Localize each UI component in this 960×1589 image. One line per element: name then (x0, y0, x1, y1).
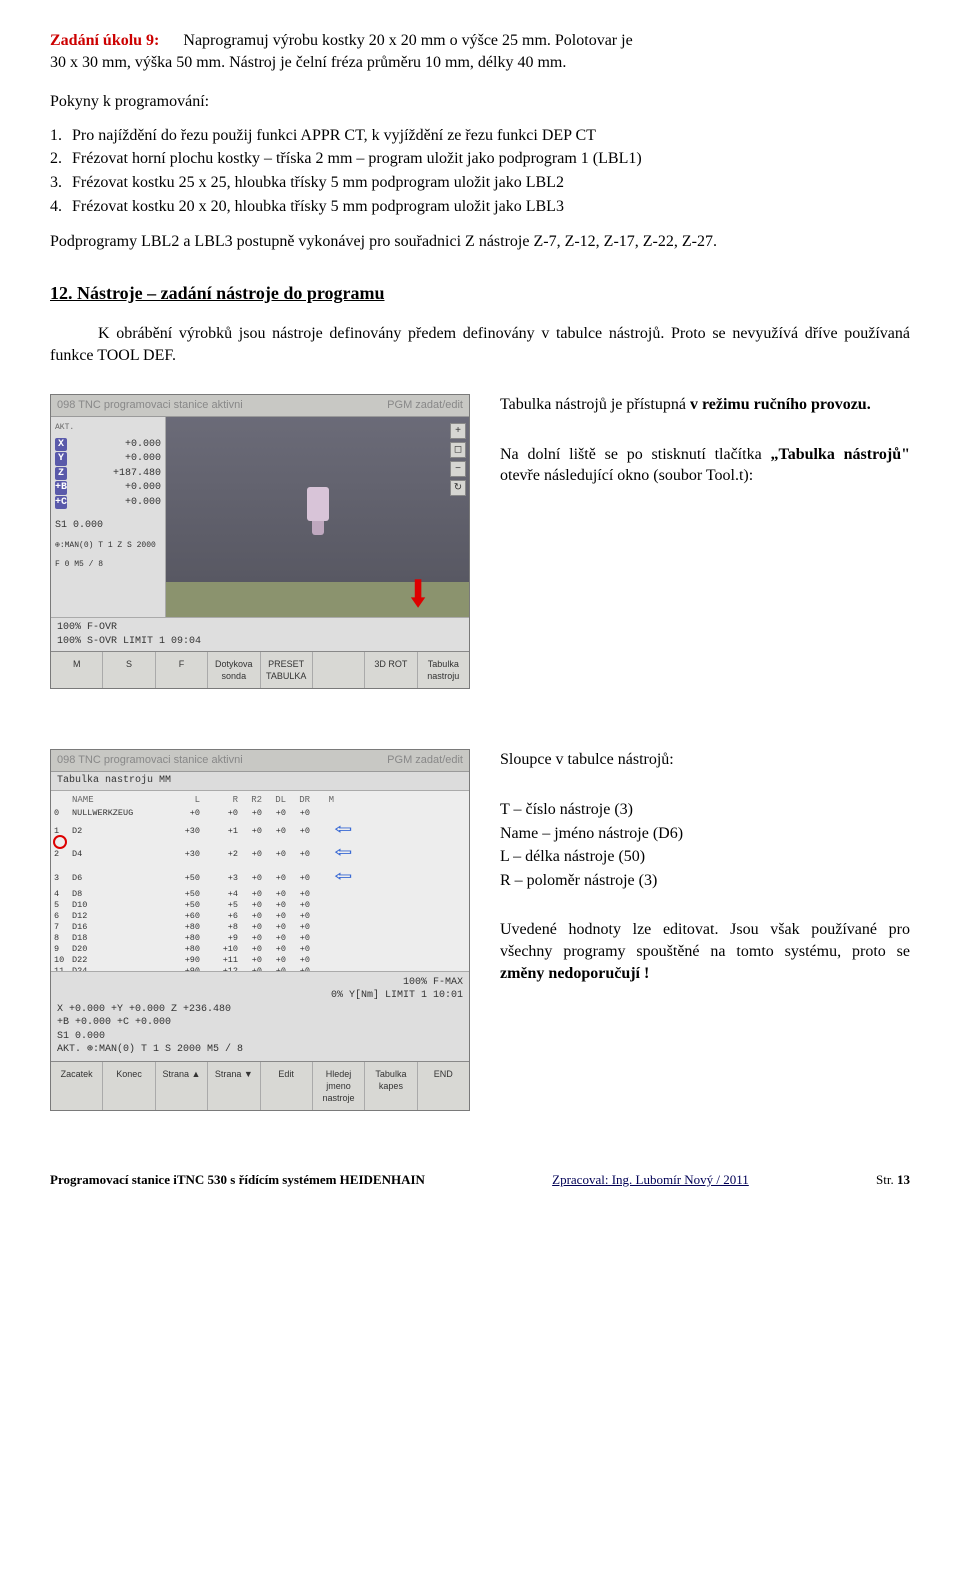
table-row[interactable]: 1D2+30+1+0+0+0⇦ (54, 819, 466, 842)
pointer-arrow-icon: ⬇ (407, 570, 428, 619)
subroutine-note: Podprogramy LBL2 a LBL3 postupně vykonáv… (50, 231, 910, 253)
softkey-button[interactable]: Strana ▲ (156, 1062, 208, 1110)
footer-mid: Zpracoval: Ing. Lubomír Nový / 2011 (552, 1171, 749, 1189)
arrow-left-icon: ⇦ (335, 842, 352, 865)
page-footer: Programovací stanice iTNC 530 s řídícím … (50, 1171, 910, 1189)
tnc-tooltable-screenshot: 098 TNC programovaci stanice aktivni PGM… (50, 749, 470, 1111)
table-row[interactable]: 5D10+50+5+0+0+0 (54, 900, 466, 911)
tnc2-softkey-bar: ZacatekKonecStrana ▲Strana ▼EditHledej j… (51, 1061, 469, 1110)
table-row[interactable]: 4D8+50+4+0+0+0 (54, 889, 466, 900)
footer-left: Programovací stanice iTNC 530 s řídícím … (50, 1171, 425, 1189)
tnc-manual-screenshot: 098 TNC programovaci stanice aktivni PGM… (50, 394, 470, 689)
softkey-button[interactable]: Tabulka nastroju (418, 652, 469, 688)
step-2: Frézovat horní plochu kostky – tříska 2 … (72, 148, 642, 170)
softkey-button[interactable]: Dotykova sonda (208, 652, 260, 688)
table-row[interactable]: 3D6+50+3+0+0+0⇦ (54, 866, 466, 889)
tnc2-subtitle: Tabulka nastroju MM (51, 772, 469, 791)
task-text-1: Naprogramuj výrobu kostky 20 x 20 mm o v… (183, 32, 632, 49)
softkey-button[interactable]: Edit (261, 1062, 313, 1110)
table-row[interactable]: 8D18+80+9+0+0+0 (54, 933, 466, 944)
instructions-label: Pokyny k programování: (50, 91, 910, 113)
softkey-button[interactable]: S (103, 652, 155, 688)
softkey-button[interactable]: Konec (103, 1062, 155, 1110)
softkey-button[interactable]: END (418, 1062, 469, 1110)
tnc1-3d-view: + ◻ − ↻ ⬇ (166, 417, 469, 617)
softkey-button[interactable]: Strana ▼ (208, 1062, 260, 1110)
table-row[interactable]: 6D12+60+6+0+0+0 (54, 911, 466, 922)
tnc1-titlebar: 098 TNC programovaci stanice aktivni PGM… (51, 395, 469, 417)
section-12-para: K obrábění výrobků jsou nástroje definov… (50, 323, 910, 366)
zoom-in-icon[interactable]: + (450, 423, 466, 439)
table-row[interactable]: 0NULLWERKZEUG+0+0+0+0+0 (54, 808, 466, 819)
table-row[interactable]: 2D4+30+2+0+0+0⇦ (54, 842, 466, 865)
figure-1-side-text: Tabulka nástrojů je přístupná v režimu r… (500, 394, 910, 515)
arrow-left-icon: ⇦ (335, 819, 352, 842)
softkey-button[interactable]: Hledej jmeno nastroje (313, 1062, 365, 1110)
figure-2-row: 098 TNC programovaci stanice aktivni PGM… (50, 749, 910, 1111)
tnc1-coord-panel: AKT. X+0.000Y+0.000Z+187.480+B+0.000+C+0… (51, 417, 166, 617)
softkey-button[interactable]: 3D ROT (365, 652, 417, 688)
task-heading: Zadání úkolu 9: Naprogramuj výrobu kostk… (50, 30, 910, 73)
tnc2-status-panel: 100% F-MAX 0% Y[Nm] LIMIT 1 10:01 X +0.0… (51, 971, 469, 1061)
softkey-button[interactable]: Zacatek (51, 1062, 103, 1110)
highlight-circle-icon (53, 835, 67, 849)
softkey-button[interactable]: Tabulka kapes (365, 1062, 417, 1110)
rotate-icon[interactable]: ↻ (450, 480, 466, 496)
softkey-button[interactable]: F (156, 652, 208, 688)
footer-right: Str. 13 (876, 1171, 910, 1189)
figure-1-row: 098 TNC programovaci stanice aktivni PGM… (50, 394, 910, 689)
view-icon[interactable]: ◻ (450, 442, 466, 458)
task-text-2: 30 x 30 mm, výška 50 mm. Nástroj je čeln… (50, 54, 566, 71)
zoom-out-icon[interactable]: − (450, 461, 466, 477)
step-1: Pro najíždění do řezu použij funkci APPR… (72, 125, 596, 147)
tnc2-tool-table: NAMELRR2DLDRM 0NULLWERKZEUG+0+0+0+0+01D2… (51, 791, 469, 971)
tnc1-override-panel: 100% F-OVR 100% S-OVR LIMIT 1 09:04 (51, 617, 469, 651)
step-3: Frézovat kostku 25 x 25, hloubka třísky … (72, 172, 564, 194)
table-row[interactable]: 11D24+90+12+0+0+0 (54, 966, 466, 970)
step-4: Frézovat kostku 20 x 20, hloubka třísky … (72, 196, 564, 218)
tnc1-softkey-bar: MSFDotykova sondaPRESET TABULKA 3D ROTTab… (51, 651, 469, 688)
softkey-button[interactable]: PRESET TABULKA (261, 652, 313, 688)
table-row[interactable]: 7D16+80+8+0+0+0 (54, 922, 466, 933)
softkey-button[interactable] (313, 652, 365, 688)
table-row[interactable]: 10D22+90+11+0+0+0 (54, 955, 466, 966)
tnc2-titlebar: 098 TNC programovaci stanice aktivni PGM… (51, 750, 469, 772)
task-label: Zadání úkolu 9: (50, 32, 159, 49)
arrow-left-icon: ⇦ (335, 866, 352, 889)
section-12-title: 12. Nástroje – zadání nástroje do progra… (50, 281, 910, 305)
softkey-button[interactable]: M (51, 652, 103, 688)
instruction-steps: 1.Pro najíždění do řezu použij funkci AP… (50, 125, 910, 217)
table-row[interactable]: 9D20+80+10+0+0+0 (54, 944, 466, 955)
figure-2-side-text: Sloupce v tabulce nástrojů: T – číslo ná… (500, 749, 910, 1012)
